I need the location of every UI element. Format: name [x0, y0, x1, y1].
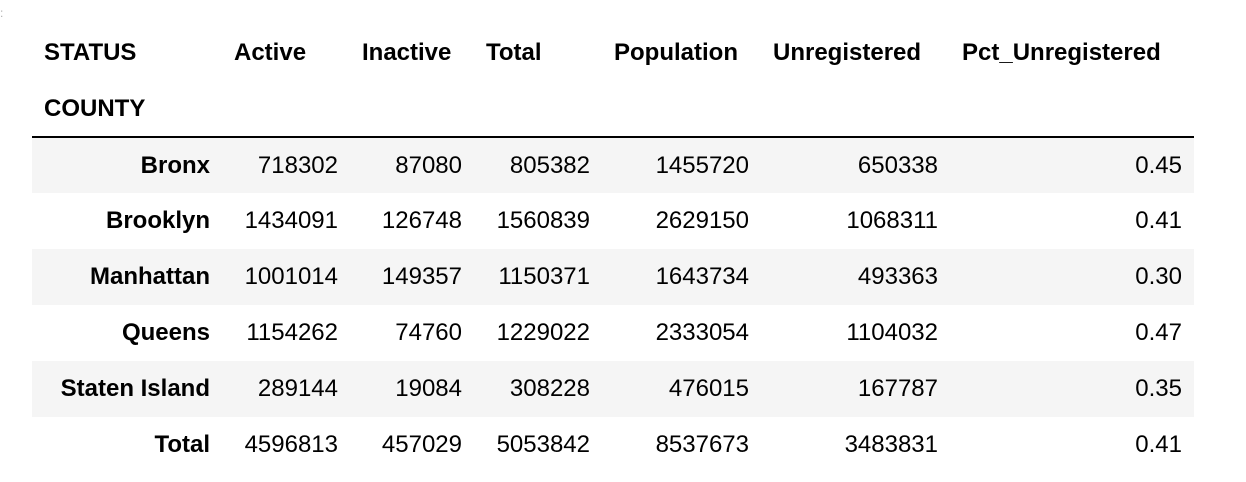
table-cell: 74760	[395, 319, 462, 346]
table-cell: 0.45	[1135, 151, 1182, 179]
table-cell: 289144	[257, 375, 338, 402]
table-header: STATUS Active Inactive Total Population …	[32, 25, 1194, 138]
dataframe-table: STATUS Active Inactive Total Population …	[32, 25, 1194, 473]
table-cell: 1154262	[246, 319, 338, 346]
column-header-inactive: Inactive	[362, 39, 452, 66]
table-cell: 19084	[395, 375, 462, 402]
column-header-pct-unregistered: Pct_Unregistered	[962, 39, 1161, 66]
table-row: Bronx 718302 87080 805382 1455720 650338 0.45	[32, 137, 1194, 193]
table-row: Brooklyn 1434091 126748 1560839 2629150 10683…	[32, 193, 1194, 249]
table-cell: 8537673	[655, 431, 749, 458]
table-cell: 1229022	[496, 319, 590, 346]
columns-name-label: STATUS	[44, 39, 137, 66]
table-cell: 1150371	[498, 263, 590, 290]
empty-header-cell	[761, 81, 950, 138]
empty-header-cell	[222, 81, 350, 138]
column-header-unregistered: Unregistered	[773, 39, 922, 66]
table-cell: 167787	[857, 375, 938, 402]
empty-header-cell	[602, 81, 761, 138]
table-cell: 0.30	[1135, 263, 1182, 290]
column-header-total: Total	[486, 39, 542, 66]
table-cell: 5053842	[496, 431, 590, 458]
table-row: Total 4596813 457029 5053842 8537673 3483831 0…	[32, 417, 1194, 473]
row-index-label: Staten Island	[60, 375, 210, 402]
empty-header-cell	[474, 81, 602, 138]
table-row: Queens 1154262 74760 1229022 2333054 1104032 0…	[32, 305, 1194, 361]
table-body: Bronx 718302 87080 805382 1455720 650338 0.45 B…	[32, 137, 1194, 473]
row-index-label: Total	[154, 431, 210, 458]
table-cell: 1001014	[244, 263, 338, 290]
table-cell: 1560839	[496, 207, 590, 234]
table-cell: 1455720	[655, 151, 749, 179]
table-cell: 1643734	[655, 263, 749, 290]
table-cell: 493363	[857, 263, 938, 290]
table-cell: 0.41	[1135, 431, 1182, 458]
table-cell: 87080	[395, 151, 462, 179]
row-index-label: Bronx	[140, 151, 210, 179]
index-name-row: COUNTY	[32, 81, 1194, 138]
table-cell: 308228	[509, 375, 590, 402]
row-index-label: Brooklyn	[105, 207, 210, 234]
empty-header-cell	[950, 81, 1194, 138]
table-cell: 1104032	[846, 319, 938, 346]
table-cell: 0.47	[1135, 319, 1182, 346]
table-cell: 149357	[381, 263, 462, 290]
table-row: Manhattan 1001014 149357 1150371 1643734 4933…	[32, 249, 1194, 305]
table-cell: 126748	[381, 207, 462, 234]
table-cell: 457029	[381, 431, 462, 458]
table-cell: 4596813	[244, 431, 338, 458]
table-cell: 3483831	[844, 431, 938, 458]
table-cell: 718302	[257, 151, 338, 179]
cell-output-marker: :	[0, 6, 4, 20]
column-header-active: Active	[234, 39, 307, 66]
index-name-label: COUNTY	[32, 81, 222, 138]
table-cell: 476015	[668, 375, 749, 402]
column-header-population: Population	[614, 39, 738, 66]
row-index-label: Manhattan	[90, 263, 210, 290]
table-cell: 2629150	[655, 207, 749, 234]
column-header-row: STATUS Active Inactive Total Population …	[32, 25, 1194, 81]
table-cell: 2333054	[655, 319, 749, 346]
table-cell: 650338	[857, 151, 938, 179]
table-cell: 0.35	[1135, 375, 1182, 402]
table-cell: 0.41	[1135, 207, 1182, 234]
table-cell: 1068311	[846, 207, 938, 234]
row-index-label: Queens	[121, 319, 210, 346]
empty-header-cell	[350, 81, 474, 138]
table-cell: 1434091	[244, 207, 338, 234]
table-row: Staten Island 289144 19084 308228 476015 1677…	[32, 361, 1194, 417]
table-cell: 805382	[509, 151, 590, 179]
